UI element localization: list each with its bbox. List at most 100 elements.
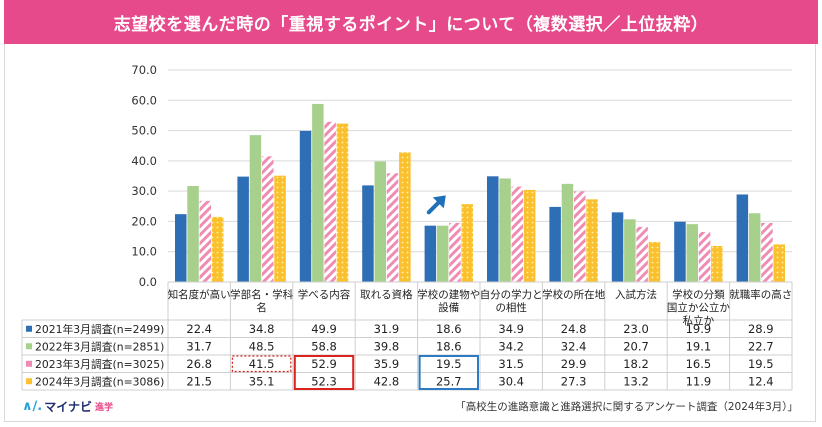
data-value-label: 19.5	[436, 357, 462, 371]
bar	[711, 245, 723, 282]
bar	[424, 225, 437, 282]
data-value-label: 35.1	[249, 375, 275, 389]
bar	[362, 185, 374, 282]
data-value-label: 12.4	[748, 375, 774, 389]
bar	[175, 214, 187, 282]
category-label: 学校の所在地	[542, 288, 605, 301]
bar	[674, 221, 686, 282]
data-value-label: 52.9	[311, 357, 337, 371]
bar	[648, 242, 661, 282]
bar	[574, 191, 586, 282]
y-tick-label: 0.0	[139, 275, 157, 289]
category-label: 取れる資格	[360, 288, 413, 301]
data-value-label: 11.9	[686, 375, 712, 389]
data-value-label: 48.5	[249, 340, 275, 354]
category-label: 就職率の高さ	[729, 288, 792, 301]
data-value-label: 58.8	[311, 340, 337, 354]
legend-entry: 2022年3月調査(n=2851)	[35, 340, 164, 354]
category-label: 入試方法	[615, 288, 657, 301]
y-tick-label: 20.0	[131, 214, 157, 228]
bar	[561, 183, 574, 282]
legend-swatch	[26, 343, 32, 350]
category-label: 学校の建物や	[417, 288, 480, 301]
data-value-label: 13.2	[623, 375, 649, 389]
data-value-label: 21.5	[186, 375, 212, 389]
data-value-label: 20.7	[623, 340, 649, 354]
chart-frame	[4, 44, 816, 422]
data-value-label: 26.8	[186, 357, 212, 371]
grid-lines	[168, 69, 792, 283]
bar	[324, 121, 336, 282]
category-label: 設備	[438, 301, 459, 314]
data-value-label: 34.2	[498, 340, 524, 354]
data-value-label: 31.7	[186, 340, 212, 354]
data-value-label: 41.5	[249, 357, 275, 371]
y-tick-label: 30.0	[131, 184, 157, 198]
bar	[399, 152, 411, 282]
bar	[312, 103, 324, 282]
data-value-label: 29.9	[561, 357, 587, 371]
bar	[386, 173, 399, 282]
bar	[748, 213, 761, 282]
y-axis-ticks: 0.0 10.0 20.0 30.0 40.0 50.0 60.0 70.0	[131, 63, 157, 289]
chart-title-bar: 志望校を選んだ時の「重視するポイント」について（複数選択／上位抜粋）	[4, 0, 818, 44]
category-label: 学べる内容	[298, 288, 351, 301]
arrow-icon	[426, 195, 446, 215]
bar	[586, 199, 598, 282]
legend-entry: 2024年3月調査(n=3086)	[35, 375, 164, 389]
bar	[299, 130, 312, 282]
chart-title: 志望校を選んだ時の「重視するポイント」について（複数選択／上位抜粋）	[113, 14, 709, 35]
category-label: 国立か公立か	[667, 301, 730, 314]
data-value-label: 22.4	[186, 322, 212, 336]
data-value-label: 19.5	[748, 357, 774, 371]
bar	[187, 185, 199, 282]
data-value-label: 18.6	[436, 340, 462, 354]
y-tick-label: 40.0	[131, 154, 157, 168]
category-label: 知名度が高い	[168, 288, 231, 301]
data-value-label: 30.4	[498, 375, 524, 389]
bar	[611, 212, 624, 282]
category-label: 学部名・学科	[230, 288, 293, 301]
bar	[199, 200, 212, 282]
data-value-label: 19.9	[686, 322, 712, 336]
bar	[686, 224, 698, 282]
data-value-label: 34.8	[249, 322, 275, 336]
bar	[336, 123, 349, 282]
bar	[511, 186, 524, 282]
bar	[499, 178, 511, 282]
logo-mark-icon: ∧∕.	[22, 399, 43, 414]
data-value-label: 18.2	[623, 357, 649, 371]
logo-name: マイナビ	[44, 400, 93, 414]
y-tick-label: 60.0	[131, 93, 157, 107]
data-value-label: 42.8	[374, 375, 400, 389]
highlight-box	[231, 355, 292, 373]
bar	[773, 244, 785, 282]
bar	[237, 176, 249, 282]
arrow-head	[432, 195, 446, 209]
legend-entry: 2023年3月調査(n=3025)	[35, 357, 164, 371]
data-value-label: 19.1	[686, 340, 712, 354]
mynavi-logo: ∧∕. マイナビ 進学	[22, 398, 113, 415]
category-label: 名	[256, 301, 267, 314]
data-value-label: 27.3	[561, 375, 587, 389]
category-label: 学校の分類	[672, 288, 725, 301]
category-label: 私立か	[683, 314, 715, 327]
highlight-box	[418, 355, 480, 390]
source-note: 「高校生の進路意識と進路選択に関するアンケート調査（2024年3月）」	[455, 401, 798, 413]
data-value-label: 16.5	[686, 357, 712, 371]
data-value-label: 52.3	[311, 375, 337, 389]
bars	[175, 103, 785, 282]
data-value-label: 28.9	[748, 322, 774, 336]
legend-swatch	[26, 378, 32, 385]
bar	[449, 222, 461, 282]
y-tick-label: 10.0	[131, 245, 157, 259]
legend-swatch	[26, 325, 32, 332]
bar	[436, 225, 449, 282]
y-tick-label: 50.0	[131, 124, 157, 138]
data-value-label: 25.7	[436, 375, 462, 389]
category-label: の相性	[495, 301, 527, 314]
y-tick-label: 70.0	[131, 63, 157, 77]
bar	[549, 206, 561, 282]
